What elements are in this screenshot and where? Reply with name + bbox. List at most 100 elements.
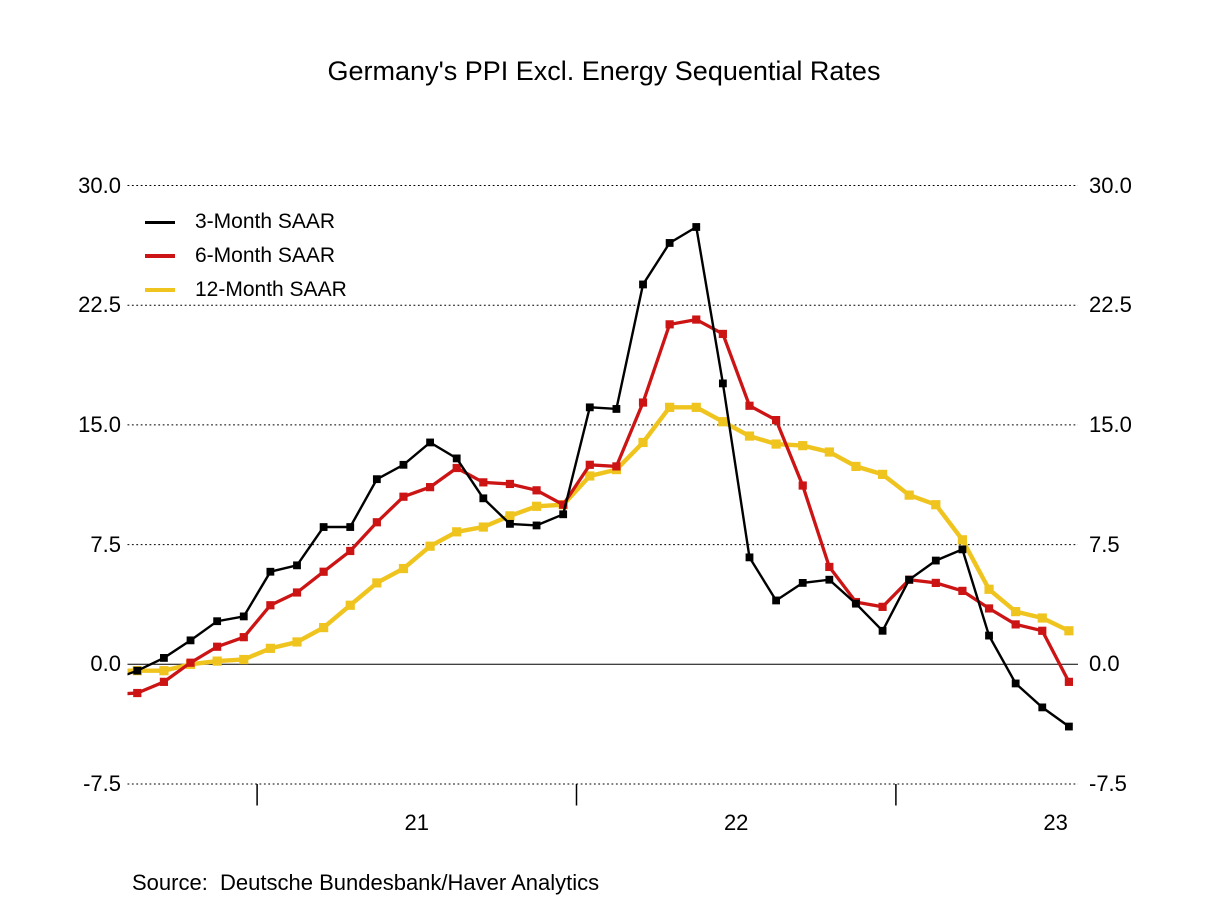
data-point-marker <box>772 596 781 605</box>
data-point-marker <box>1011 620 1020 629</box>
data-point-marker <box>559 510 568 519</box>
data-point-marker <box>878 626 887 635</box>
data-point-marker <box>532 486 541 495</box>
legend-line-swatch <box>145 287 175 293</box>
series-6-month-saar <box>127 315 1073 698</box>
data-point-marker <box>479 478 488 487</box>
data-point-marker <box>1064 626 1074 636</box>
data-point-marker <box>612 405 621 413</box>
data-point-marker <box>877 469 888 479</box>
data-point-marker <box>905 575 914 584</box>
data-point-marker <box>212 656 222 666</box>
data-point-marker <box>372 475 381 484</box>
data-point-marker <box>665 402 675 412</box>
data-point-marker <box>239 654 249 665</box>
data-point-marker <box>824 447 834 457</box>
data-point-marker <box>798 579 807 587</box>
source-note: Source: Deutsche Bundesbank/Haver Analyt… <box>132 870 600 895</box>
data-point-marker <box>745 401 754 410</box>
data-point-marker <box>1038 703 1047 712</box>
data-point-marker <box>319 567 328 576</box>
data-point-marker <box>186 636 195 645</box>
data-point-marker <box>345 600 355 610</box>
data-point-marker <box>985 631 993 640</box>
data-point-marker <box>772 416 781 425</box>
x-year-label: 21 <box>404 810 430 835</box>
data-point-marker <box>479 494 488 503</box>
data-point-marker <box>665 239 674 247</box>
data-point-marker <box>878 602 887 611</box>
data-point-marker <box>505 511 515 521</box>
data-point-marker <box>425 541 435 551</box>
data-point-marker <box>1011 607 1021 617</box>
series-12-month-saar <box>127 402 1074 676</box>
data-point-marker <box>718 417 728 427</box>
data-point-marker <box>1064 677 1073 686</box>
data-point-marker <box>266 601 275 610</box>
y-tick-label-right: 15.0 <box>1089 411 1132 437</box>
data-point-marker <box>692 315 701 324</box>
data-point-marker <box>585 460 594 469</box>
series-3-month-saar <box>127 223 1073 731</box>
y-tick-label-left: 15.0 <box>78 411 121 437</box>
data-point-marker <box>691 402 701 412</box>
legend-line-swatch <box>145 254 175 258</box>
data-point-marker <box>638 437 648 448</box>
data-point-marker <box>798 441 808 451</box>
data-point-marker <box>399 492 408 501</box>
data-point-marker <box>718 329 727 339</box>
data-point-marker <box>213 617 222 626</box>
data-point-marker <box>239 612 248 621</box>
data-point-marker <box>744 431 755 441</box>
data-point-marker <box>612 462 621 471</box>
data-point-marker <box>399 460 408 469</box>
data-point-marker <box>452 463 461 473</box>
data-point-marker <box>506 519 514 528</box>
data-point-marker <box>478 522 488 532</box>
data-point-marker <box>638 398 648 407</box>
y-tick-label-left: 7.5 <box>90 531 121 557</box>
data-point-marker <box>425 483 435 492</box>
series-line <box>127 317 1071 696</box>
data-point-marker <box>1037 613 1047 623</box>
data-point-marker <box>1011 679 1020 688</box>
data-point-marker <box>718 379 727 388</box>
data-point-marker <box>585 403 594 412</box>
data-point-marker <box>346 546 355 556</box>
y-tick-label-right: -7.5 <box>1089 771 1127 796</box>
data-point-marker <box>852 599 860 608</box>
data-point-marker <box>639 280 647 289</box>
data-point-marker <box>452 454 461 463</box>
data-point-marker <box>398 563 409 574</box>
legend-item: 12-Month SAAR <box>145 273 347 307</box>
legend: 3-Month SAAR 6-Month SAAR 12-Month SAAR <box>145 205 347 307</box>
data-point-marker <box>292 588 302 597</box>
data-point-marker <box>159 677 169 686</box>
data-point-marker <box>293 561 301 570</box>
data-point-marker <box>266 567 275 576</box>
legend-item: 6-Month SAAR <box>145 239 347 273</box>
x-year-label: 23 <box>1043 810 1068 835</box>
data-point-marker <box>692 223 701 231</box>
data-point-marker <box>372 578 382 588</box>
y-tick-label-right: 7.5 <box>1089 531 1120 557</box>
data-point-marker <box>159 666 169 676</box>
data-point-marker <box>346 523 355 531</box>
y-tick-label-left: -7.5 <box>83 771 121 796</box>
legend-label: 12-Month SAAR <box>195 278 347 301</box>
data-point-marker <box>984 584 994 594</box>
y-tick-label-left: 30.0 <box>78 172 121 198</box>
data-point-marker <box>426 438 434 447</box>
y-tick-label-right: 0.0 <box>1089 651 1120 677</box>
y-tick-label-right: 22.5 <box>1089 292 1132 318</box>
data-point-marker <box>133 688 142 698</box>
data-point-marker <box>559 500 568 509</box>
data-point-marker <box>372 518 381 527</box>
data-point-marker <box>798 481 807 490</box>
data-point-marker <box>505 479 515 489</box>
data-point-marker <box>931 578 940 588</box>
data-point-marker <box>957 535 968 545</box>
data-point-marker <box>1038 626 1047 635</box>
